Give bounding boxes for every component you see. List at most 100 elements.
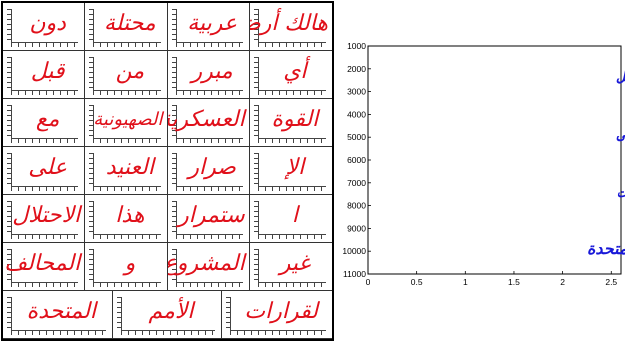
handwritten-word: الإ	[262, 151, 328, 185]
thumbnail-x-axis	[93, 187, 160, 191]
thumbnail-x-axis	[121, 331, 216, 335]
thumbnail-x-axis	[93, 283, 160, 287]
handwriting-line: استمرار هذا الاحتلال غير المشروع و المحا…	[617, 185, 625, 201]
thumbnail-y-axis	[11, 9, 12, 43]
y-tick-label: 5000	[347, 132, 366, 142]
thumbnail-x-axis	[11, 139, 78, 143]
handwritten-word: مع	[15, 103, 80, 137]
handwriting-plot-svg: 1000 2000 3000 4000 5000 6000 7000 8000 9000 1000…	[335, 42, 625, 294]
word-thumbnail: أي	[250, 51, 332, 99]
y-tick-label: 1000	[347, 42, 366, 51]
word-thumbnail: صرار	[168, 147, 250, 195]
thumbnail-x-axis	[176, 235, 243, 239]
word-thumbnail: العنيد	[85, 147, 167, 195]
y-tick-label: 9000	[347, 223, 366, 233]
thumbnail-y-axis	[230, 297, 231, 331]
x-tick-label: 1	[463, 277, 468, 287]
word-thumbnail: غير	[250, 243, 332, 291]
y-tick-label: 3000	[347, 87, 366, 97]
handwritten-word: المشروع	[180, 247, 245, 281]
thumbnail-x-axis	[93, 43, 160, 47]
thumbnail-y-axis	[11, 153, 12, 187]
word-thumbnail: الإ	[250, 147, 332, 195]
thumbnail-y-axis	[11, 57, 12, 91]
word-grid-row: الاحتلال هذا ستمرار ا	[3, 195, 332, 243]
handwritten-word: الاحتلال	[15, 199, 80, 233]
handwritten-word: محتلة	[97, 7, 162, 41]
handwriting-line: القوة العسكرية الصهيونية مع الإصرار العن…	[616, 125, 625, 144]
word-thumbnail: ستمرار	[168, 195, 250, 243]
thumbnail-x-axis	[258, 91, 326, 95]
thumbnail-x-axis	[11, 91, 78, 95]
word-thumbnail: المتحدة	[3, 291, 113, 339]
thumbnail-y-axis	[11, 105, 12, 139]
plot-area	[368, 46, 621, 274]
thumbnail-x-axis	[176, 43, 243, 47]
handwriting-line: هالك أرض عربية محتلة دون أي مبرر من قبل	[616, 65, 625, 85]
word-thumbnail: دون	[3, 3, 85, 51]
thumbnail-x-axis	[11, 283, 78, 287]
thumbnail-y-axis	[258, 57, 259, 91]
handwritten-word: الأمم	[125, 295, 218, 329]
y-tick-label: 6000	[347, 155, 366, 165]
handwritten-word: من	[97, 55, 162, 89]
handwritten-word: مبرر	[180, 55, 245, 89]
word-thumbnail: مع	[3, 99, 85, 147]
x-tick-label: 1.5	[508, 277, 520, 287]
thumbnail-x-axis	[230, 331, 326, 335]
handwritten-word: المحالف	[15, 247, 80, 281]
word-thumbnail: مبرر	[168, 51, 250, 99]
thumbnail-y-axis	[258, 153, 259, 187]
thumbnail-x-axis	[93, 139, 160, 143]
word-thumbnail: على	[3, 147, 85, 195]
handwritten-word: هالك أرض	[262, 7, 328, 41]
y-tick-label: 2000	[347, 64, 366, 74]
word-thumbnail: العسكرية	[168, 99, 250, 147]
word-thumbnail: من	[85, 51, 167, 99]
word-grid-row: على العنيد صرار الإ	[3, 147, 332, 195]
thumbnail-x-axis	[11, 43, 78, 47]
y-tick-label: 8000	[347, 201, 366, 211]
thumbnail-y-axis	[258, 201, 259, 235]
handwritten-word: غير	[262, 247, 328, 281]
y-tick-label: 4000	[347, 109, 366, 119]
handwritten-word: ستمرار	[180, 199, 245, 233]
x-tick-label: 0	[366, 277, 371, 287]
word-thumbnail: هالك أرض	[250, 3, 332, 51]
thumbnail-x-axis	[11, 235, 78, 239]
thumbnail-x-axis	[176, 91, 243, 95]
handwriting-line: الأمم المتحدة	[587, 238, 625, 259]
thumbnail-x-axis	[176, 283, 243, 287]
handwritten-word: أي	[262, 55, 328, 89]
thumbnail-y-axis	[121, 297, 122, 331]
handwritten-word: و	[97, 247, 162, 281]
handwritten-word: ا	[262, 199, 328, 233]
y-axis: 1000 2000 3000 4000 5000 6000 7000 8000 9000 1000…	[342, 42, 371, 279]
handwritten-word: القوة	[262, 103, 328, 137]
thumbnail-y-axis	[176, 9, 177, 43]
thumbnail-x-axis	[258, 283, 326, 287]
thumbnail-x-axis	[93, 91, 160, 95]
x-tick-label: 0.5	[411, 277, 423, 287]
handwritten-word: لقرارات	[234, 295, 328, 329]
thumbnail-x-axis	[176, 139, 243, 143]
thumbnail-y-axis	[93, 201, 94, 235]
y-tick-label: 7000	[347, 178, 366, 188]
thumbnail-y-axis	[176, 201, 177, 235]
word-grid-row: مع الصهيونية العسكرية القوة	[3, 99, 332, 147]
thumbnail-x-axis	[258, 187, 326, 191]
handwritten-word: عربية	[180, 7, 245, 41]
word-thumbnail: و	[85, 243, 167, 291]
thumbnail-y-axis	[93, 9, 94, 43]
y-tick-label: 10000	[342, 246, 366, 256]
word-thumbnail: هذا	[85, 195, 167, 243]
word-thumbnail: الأمم	[113, 291, 223, 339]
handwritten-word: قبل	[15, 55, 80, 89]
word-thumbnail: المشروع	[168, 243, 250, 291]
thumbnail-y-axis	[258, 105, 259, 139]
word-thumbnail-grid: دون محتلة عربية هالك أرض قبل من مبرر أي مع الصهيو…	[1, 1, 334, 341]
thumbnail-x-axis	[258, 235, 326, 239]
thumbnail-x-axis	[11, 331, 106, 335]
word-thumbnail: المحالف	[3, 243, 85, 291]
thumbnail-x-axis	[176, 187, 243, 191]
